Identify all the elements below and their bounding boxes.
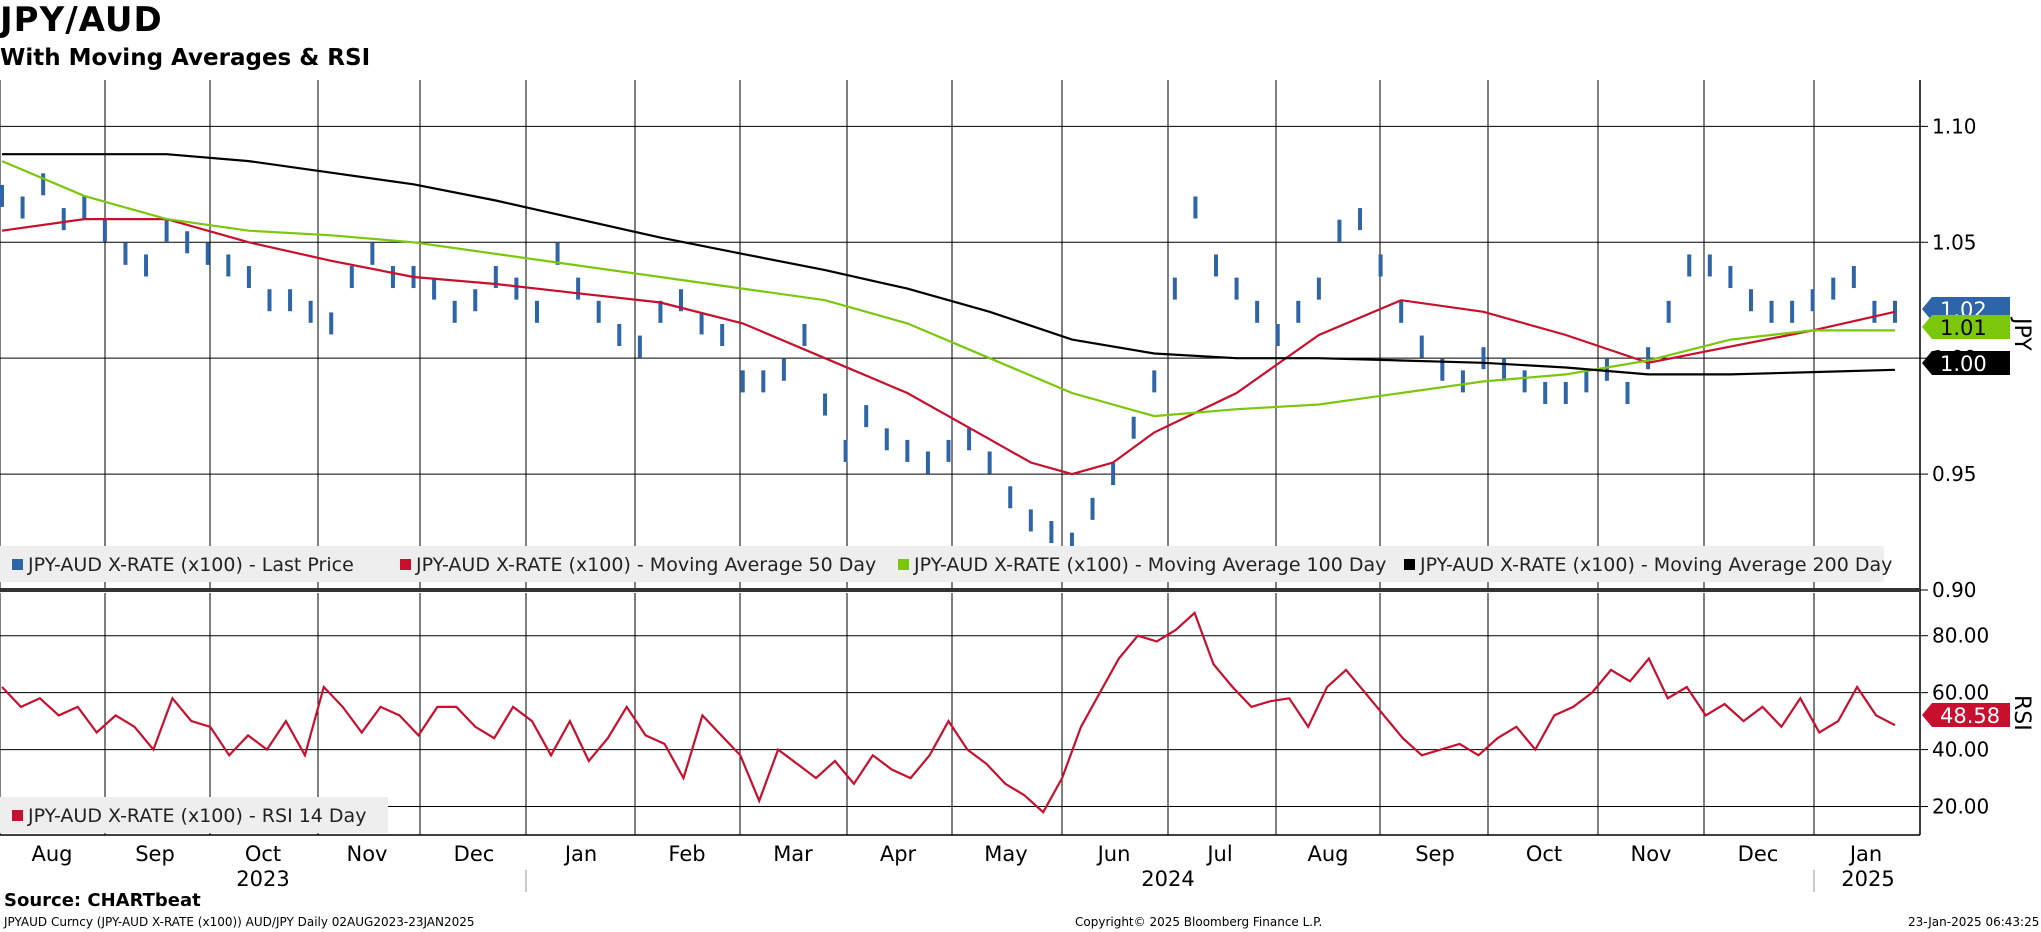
axis-layer: 1.10 1.05 1.00 0.95 0.90 80.00 60.00 40.00 20.00… <box>0 80 2034 892</box>
rsi-legend-entry: JPY-AUD X-RATE (x100) - RSI 14 Day <box>27 805 366 827</box>
source-note: Source: CHARTbeat <box>4 890 201 911</box>
price-legend-swatch <box>400 559 411 570</box>
price-y-tick-label: 1.10 <box>1932 114 1977 138</box>
ma200-end-label-text: 1.00 <box>1940 352 1987 376</box>
price-y-tick-label: 0.90 <box>1932 578 1977 602</box>
rsi-legend-box <box>0 797 388 833</box>
chart-subtitle: With Moving Averages & RSI <box>0 45 371 71</box>
x-month-label: Apr <box>880 842 917 866</box>
x-month-label: May <box>984 842 1027 866</box>
legend-layer: JPY-AUD X-RATE (x100) - Last Price JPY-AU… <box>0 546 1892 833</box>
x-month-label: Jul <box>1205 842 1232 866</box>
x-month-label: Feb <box>668 842 705 866</box>
x-year-label: 2023 <box>236 867 289 891</box>
x-month-label: Oct <box>1526 842 1562 866</box>
ma50-line <box>1 218 1896 476</box>
series-layer <box>0 153 1897 814</box>
price-legend-swatch <box>1404 559 1415 570</box>
price-y-tick-label: 1.05 <box>1932 230 1977 254</box>
panel-separator <box>0 588 1920 592</box>
chart-title: JPY/AUD <box>0 0 163 40</box>
rsi-y-axis-label: RSI <box>2009 695 2034 731</box>
price-legend-box <box>0 546 1884 582</box>
ma200-end-label-box <box>1922 351 2010 375</box>
x-month-label: Dec <box>1738 842 1779 866</box>
grid-layer <box>0 80 1921 835</box>
price-legend-entry: JPY-AUD X-RATE (x100) - Moving Average 2… <box>1419 554 1892 576</box>
rsi-legend-swatch <box>12 810 23 821</box>
ma100-end-label-text: 1.01 <box>1940 316 1987 340</box>
x-month-label: Dec <box>454 842 495 866</box>
price-y-tick-label: 0.95 <box>1932 462 1977 486</box>
price-legend-swatch <box>12 559 23 570</box>
ma100-end-label-box <box>1922 315 2010 339</box>
x-month-label: Mar <box>773 842 813 866</box>
rsi-y-tick-label: 40.00 <box>1932 738 1989 762</box>
ma100-end-label: 1.01 <box>1922 315 2010 340</box>
x-month-label: Aug <box>1307 842 1348 866</box>
rsi-y-tick-label: 20.00 <box>1932 795 1989 819</box>
x-month-label: Nov <box>347 842 388 866</box>
rsi-end-label-text: 48.58 <box>1940 704 2000 728</box>
x-month-label: Jan <box>1848 842 1882 866</box>
rsi-end-label: 48.58 <box>1922 703 2010 728</box>
price-legend-entry: JPY-AUD X-RATE (x100) - Moving Average 5… <box>415 554 876 576</box>
x-month-label: Jun <box>1096 842 1131 866</box>
ma200-end-label: 1.00 <box>1922 351 2010 376</box>
rsi-line <box>1 610 1896 814</box>
x-month-label: Aug <box>31 842 72 866</box>
price-y-axis-label: JPY <box>2009 316 2034 351</box>
rsi-end-label-box <box>1922 703 2010 727</box>
rsi-y-tick-label: 80.00 <box>1932 624 1989 648</box>
x-month-label: Oct <box>245 842 281 866</box>
x-year-label: 2024 <box>1141 867 1194 891</box>
ma100-line <box>1 160 1895 418</box>
x-month-label: Sep <box>1415 842 1455 866</box>
price-legend-swatch <box>898 559 909 570</box>
price-legend-entry: JPY-AUD X-RATE (x100) - Moving Average 1… <box>913 554 1386 576</box>
ma200-line <box>2 153 1896 376</box>
timestamp-note: 23-Jan-2025 06:43:25 <box>1908 915 2040 929</box>
x-year-label: 2025 <box>1841 867 1894 891</box>
rsi-y-tick-label: 60.00 <box>1932 681 1989 705</box>
copyright-note: Copyright© 2025 Bloomberg Finance L.P. <box>1075 915 1323 929</box>
ticker-line: JPYAUD Curncy (JPY-AUD X-RATE (x100)) AU… <box>4 915 475 929</box>
x-month-label: Sep <box>135 842 175 866</box>
x-month-label: Jan <box>563 842 597 866</box>
price-legend-entry: JPY-AUD X-RATE (x100) - Last Price <box>27 554 354 576</box>
x-month-label: Nov <box>1631 842 1672 866</box>
